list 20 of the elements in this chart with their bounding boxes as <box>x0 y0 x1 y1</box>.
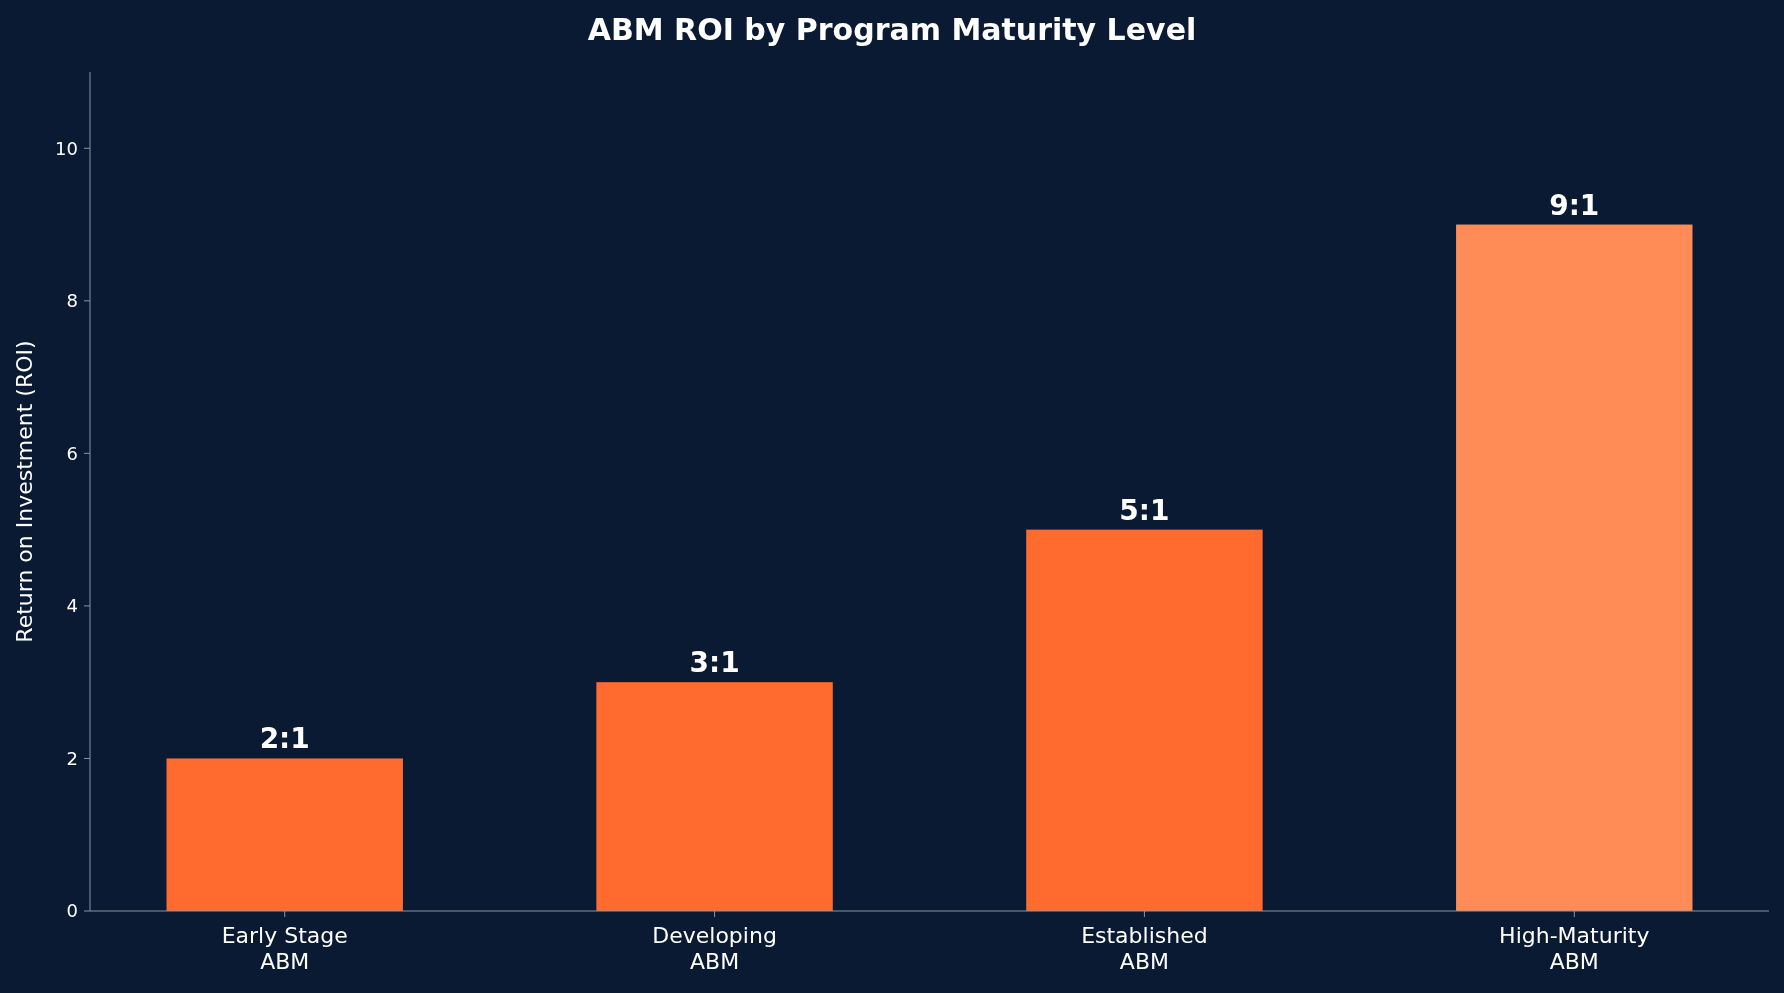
x-tick-label: High-Maturity ABM <box>1499 923 1650 974</box>
bar <box>1456 224 1693 911</box>
y-tick-label: 10 <box>55 137 78 159</box>
x-tick-label: Developing ABM <box>652 923 777 974</box>
data-label: 3:1 <box>689 646 740 680</box>
y-tick-label: 8 <box>66 290 78 312</box>
chart-title: ABM ROI by Program Maturity Level <box>587 12 1197 47</box>
data-label: 2:1 <box>259 722 310 756</box>
x-tick-label: Established ABM <box>1081 923 1208 974</box>
y-tick-label: 0 <box>66 900 78 922</box>
data-label: 5:1 <box>1119 493 1170 527</box>
y-axis-title: Return on Investment (ROI) <box>12 340 37 643</box>
data-label: 9:1 <box>1549 188 1600 222</box>
y-tick-label: 4 <box>66 595 78 617</box>
bar <box>1026 529 1263 911</box>
y-tick-label: 6 <box>66 442 78 464</box>
bar <box>166 758 403 911</box>
y-tick-label: 2 <box>66 747 78 769</box>
x-tick-label: Early Stage ABM <box>221 923 348 974</box>
bar <box>596 682 833 911</box>
